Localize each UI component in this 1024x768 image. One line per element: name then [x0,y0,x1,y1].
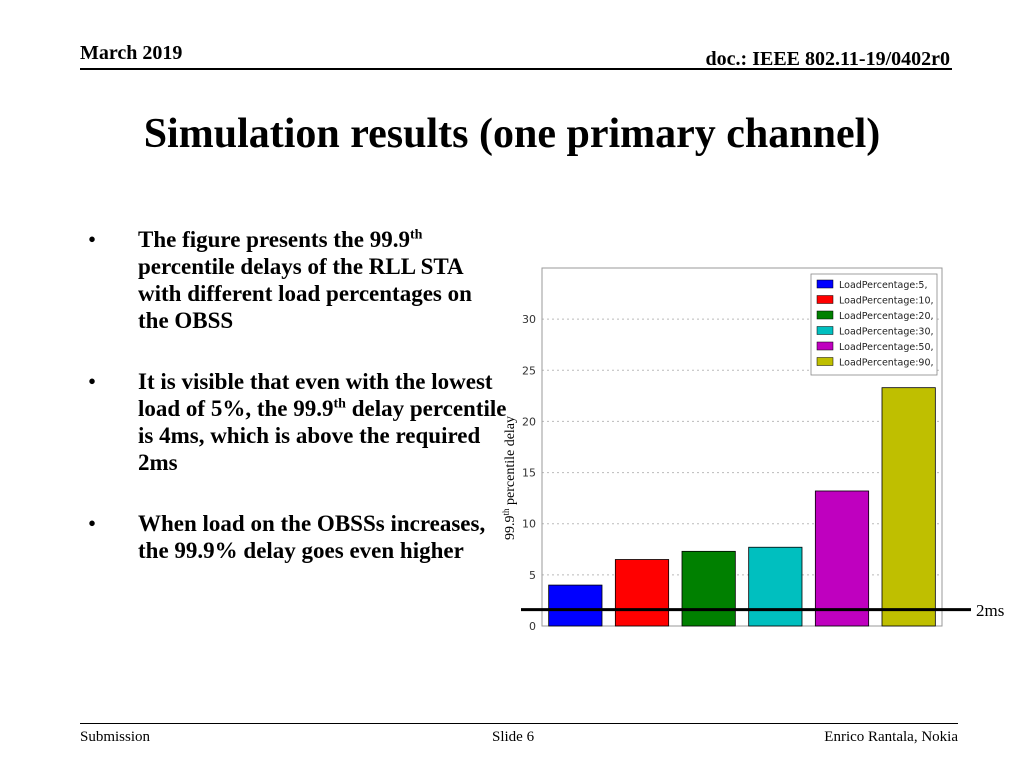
bar-1 [548,584,603,627]
slide-title: Simulation results (one primary channel) [143,111,881,157]
legend-label: LoadPercentage:5, [839,280,928,291]
plot-frame [541,267,943,627]
footer-slide-number: Slide 6 [492,729,535,745]
legend-swatch [816,341,834,351]
bullet-text: It is visible that even with the lowest … [138,369,493,421]
legend-swatch [816,279,834,289]
y-tick-label: 30 [522,313,536,326]
footer-rule [80,723,958,724]
bar-4 [748,546,803,627]
legend-swatch [816,357,834,366]
bullet-list: • The figure presents the 99.9th percent… [88,226,508,598]
footer-author: Enrico Rantala, Nokia [824,729,958,745]
legend-swatch [816,295,834,304]
bar-6 [881,387,936,627]
bar-5 [814,490,870,627]
y-tick-label: 0 [529,620,536,633]
bullet-text: percentile delays of the RLL STA with di… [138,254,472,333]
y-tick-label: 10 [522,518,536,531]
y-tick-label: 20 [522,415,536,428]
legend-label: LoadPercentage:90, [839,358,934,369]
bullet-text: The figure presents the 99.9 [138,227,410,252]
bullet-text: When load on the OBSSs increases, the 99… [138,511,486,563]
bar-3 [681,550,736,627]
legend-swatch [816,310,834,320]
y-axis-label: 99.9th percentile delay [501,416,518,540]
bullet-marker: • [88,511,97,536]
bullet-text: delay percentile is 4ms, which is above … [138,396,507,475]
legend-label: LoadPercentage:50, [839,342,934,353]
legend-swatch [816,326,834,335]
header-date: March 2019 [80,42,183,64]
header-rule [80,68,952,70]
bars [548,387,936,627]
legend-label: LoadPercentage:30, [839,327,934,338]
bullet-item: • It is visible that even with the lowes… [88,368,508,476]
bullet-item: • When load on the OBSSs increases, the … [88,510,508,564]
bullet-sup: th [333,396,346,412]
header-doc-id: doc.: IEEE 802.11-19/0402r0 [705,48,950,70]
bar-2 [614,559,670,627]
bullet-marker: • [88,369,97,394]
legend-label: LoadPercentage:20, [839,311,934,322]
bullet-marker: • [88,227,97,252]
reference-line-label: 2ms [976,601,1005,620]
y-tick-label: 15 [522,467,536,480]
bullet-sup: th [409,227,423,243]
bullet-item: • The figure presents the 99.9th percent… [88,226,508,334]
legend: LoadPercentage:5, LoadPercentage:10, LoadP… [810,273,938,376]
y-axis-ticks: 0 5 10 15 20 25 30 [522,313,536,633]
y-tick-label: 25 [522,364,536,377]
footer-submission: Submission [80,729,151,745]
legend-label: LoadPercentage:10, [839,296,934,307]
y-tick-label: 5 [529,569,536,582]
